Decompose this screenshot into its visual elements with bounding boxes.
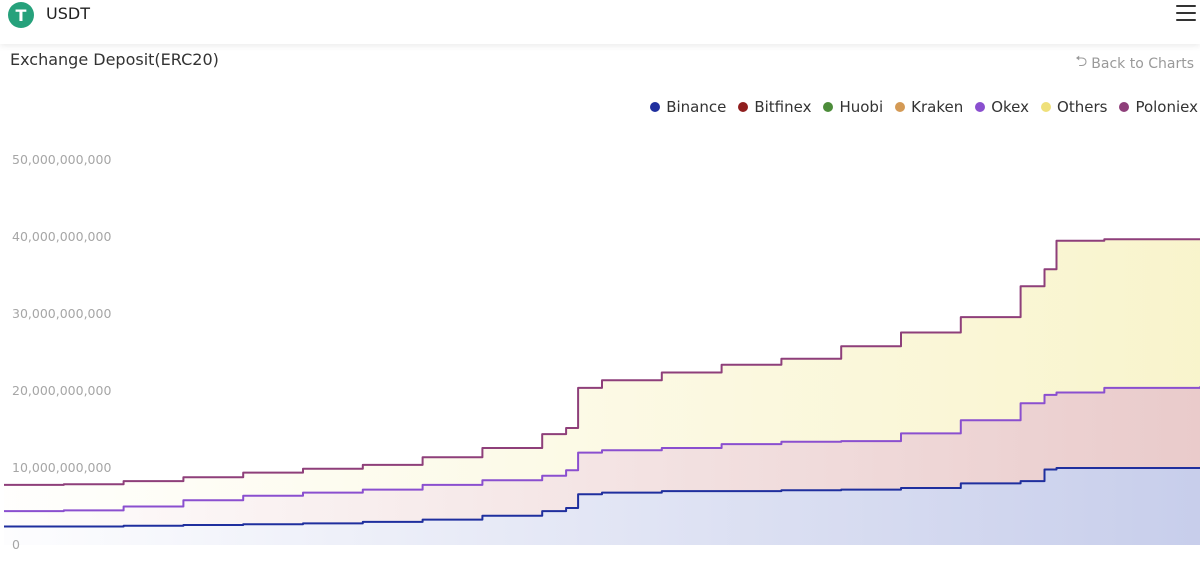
y-tick-label: 10,000,000,000 xyxy=(12,460,111,475)
area-fill-binance xyxy=(4,468,1200,545)
y-tick-label: 30,000,000,000 xyxy=(12,306,111,321)
y-tick-label: 0 xyxy=(12,537,20,552)
legend-label: Bitfinex xyxy=(754,98,812,116)
y-tick-label: 40,000,000,000 xyxy=(12,229,111,244)
legend-label: Huobi xyxy=(839,98,884,116)
legend-item-others[interactable]: Others xyxy=(1041,98,1107,116)
series-line-binance[interactable] xyxy=(4,467,1200,528)
legend-item-binance[interactable]: Binance xyxy=(650,98,726,116)
back-to-charts-link[interactable]: ⮌ Back to Charts xyxy=(1075,51,1194,76)
legend-label: Kraken xyxy=(911,98,964,116)
y-axis-ticks: 0 10,000,000,000 20,000,000,000 30,000,000,… xyxy=(12,152,111,552)
legend-dot-icon xyxy=(1041,102,1052,112)
series-line-poloniex[interactable] xyxy=(4,238,1200,486)
legend-dot-icon xyxy=(1119,102,1130,112)
legend-label: Binance xyxy=(666,98,727,116)
series-line-okex[interactable] xyxy=(4,386,1200,513)
back-to-charts-label: Back to Charts xyxy=(1091,55,1194,72)
y-tick-label: 50,000,000,000 xyxy=(12,152,111,167)
page-title: Exchange Deposit(ERC20) xyxy=(10,50,219,69)
legend-dot-icon xyxy=(738,102,749,112)
legend-dot-icon xyxy=(895,102,906,112)
hamburger-menu-icon[interactable] xyxy=(1176,2,1196,24)
legend-item-kraken[interactable]: Kraken xyxy=(895,98,963,116)
tether-logo-icon: T xyxy=(8,2,34,28)
legend-label: Okex xyxy=(991,98,1030,116)
chart-legend: Binance Bitfinex Huobi Kraken Okex Others Polo… xyxy=(650,98,1198,116)
area-fill-okex xyxy=(4,386,1200,527)
area-fills xyxy=(4,239,1200,545)
legend-item-bitfinex[interactable]: Bitfinex xyxy=(738,98,811,116)
legend-dot-icon xyxy=(975,102,986,112)
y-tick-label: 20,000,000,000 xyxy=(12,383,111,398)
legend-dot-icon xyxy=(650,102,661,112)
series-lines xyxy=(4,238,1200,528)
legend-item-huobi[interactable]: Huobi xyxy=(823,98,883,116)
legend-dot-icon xyxy=(823,102,834,112)
top-bar: T USDT xyxy=(0,0,1200,44)
app-title: USDT xyxy=(46,4,90,23)
undo-arrow-icon: ⮌ xyxy=(1075,52,1088,70)
legend-item-okex[interactable]: Okex xyxy=(975,98,1029,116)
legend-label: Poloniex xyxy=(1135,98,1198,116)
legend-item-poloniex[interactable]: Poloniex xyxy=(1119,98,1198,116)
legend-label: Others xyxy=(1057,98,1108,116)
